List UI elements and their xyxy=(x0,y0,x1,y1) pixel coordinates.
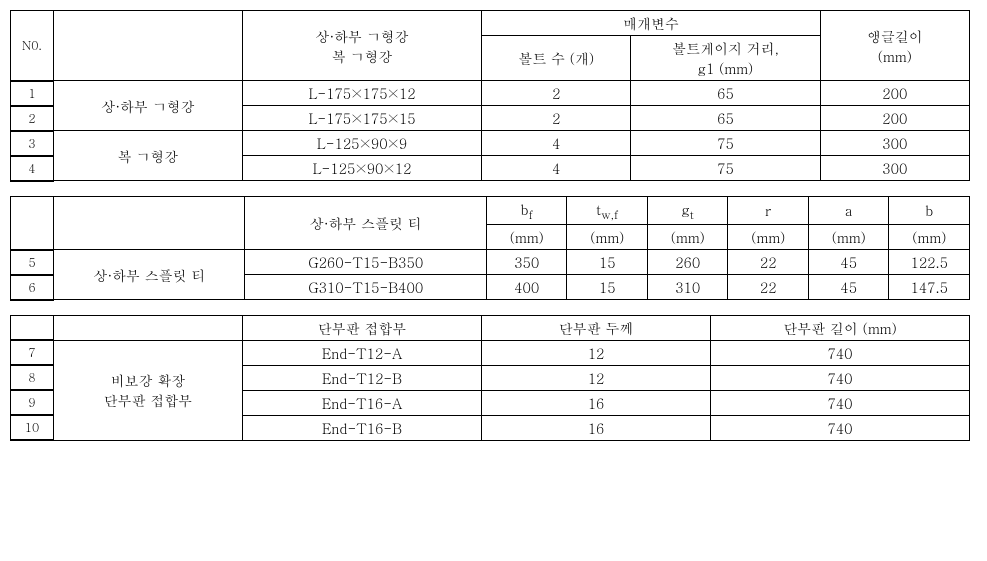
row-no: 5 xyxy=(11,250,54,275)
cell-len: 200 xyxy=(820,106,969,131)
table-split-tee: 상·하부 스플릿 티 bf tw,f gt r a b (mm) (mm) (m… xyxy=(10,196,970,301)
cell-b: 122.5 xyxy=(889,250,970,275)
cell-spec: G310-T15-B400 xyxy=(245,275,487,300)
cell-gt: 310 xyxy=(647,275,728,300)
cell-bolt: 4 xyxy=(482,156,631,181)
header-thick: 단부판 두께 xyxy=(482,315,711,340)
cell-len: 300 xyxy=(820,131,969,156)
unit-mm: (mm) xyxy=(486,225,567,250)
cell-r: 22 xyxy=(728,275,809,300)
cell-thick: 12 xyxy=(482,340,711,365)
label-twf: tw,f xyxy=(596,199,618,219)
header-a: a xyxy=(808,196,889,225)
cell-spec: End-T16-A xyxy=(243,390,482,415)
header-no-blank xyxy=(11,196,54,250)
cell-bolt: 2 xyxy=(482,81,631,106)
cell-spec: End-T12-A xyxy=(243,340,482,365)
row-no: 2 xyxy=(11,106,54,131)
row-group: 비보강 확장 단부판 접합부 xyxy=(53,340,242,440)
header-twf: tw,f xyxy=(567,196,648,225)
header-spec: 상·하부 ㄱ형강 복 ㄱ형강 xyxy=(242,11,481,81)
cell-gauge: 75 xyxy=(631,131,820,156)
row-group-2: 복 ㄱ형강 xyxy=(53,131,242,181)
label-gt: gt xyxy=(682,199,694,219)
row-no: 9 xyxy=(11,390,54,415)
cell-a: 45 xyxy=(808,250,889,275)
unit-mm: (mm) xyxy=(728,225,809,250)
header-param-group: 매개변수 xyxy=(482,11,820,36)
cell-gauge: 75 xyxy=(631,156,820,181)
cell-thick: 16 xyxy=(482,415,711,440)
row-no: 4 xyxy=(11,156,54,181)
cell-spec: G260-T15-B350 xyxy=(245,250,487,275)
cell-len: 200 xyxy=(820,81,969,106)
cell-gauge: 65 xyxy=(631,81,820,106)
row-group: 상·하부 스플릿 티 xyxy=(54,250,245,300)
cell-len: 740 xyxy=(711,365,970,390)
row-no: 6 xyxy=(11,275,54,300)
cell-b: 147.5 xyxy=(889,275,970,300)
header-bf: bf xyxy=(486,196,567,225)
header-len: 단부판 길이 (mm) xyxy=(711,315,970,340)
cell-gauge: 65 xyxy=(631,106,820,131)
header-blank xyxy=(54,196,245,250)
unit-mm: (mm) xyxy=(647,225,728,250)
header-b: b xyxy=(889,196,970,225)
row-no: 7 xyxy=(11,340,54,365)
unit-mm: (mm) xyxy=(808,225,889,250)
table-angle-steel: N0. 상·하부 ㄱ형강 복 ㄱ형강 매개변수 앵글길이 (mm) 볼트 수 (… xyxy=(10,10,970,182)
cell-bf: 400 xyxy=(486,275,567,300)
header-spec: 상·하부 스플릿 티 xyxy=(245,196,487,250)
cell-spec: L-125×90×9 xyxy=(242,131,481,156)
row-no: 10 xyxy=(11,415,54,440)
cell-spec: End-T12-B xyxy=(243,365,482,390)
cell-spec: L-175×175×12 xyxy=(242,81,481,106)
cell-spec: L-125×90×12 xyxy=(242,156,481,181)
header-blank xyxy=(53,11,242,81)
header-no: N0. xyxy=(11,11,54,81)
header-r: r xyxy=(728,196,809,225)
cell-r: 22 xyxy=(728,250,809,275)
row-group-1: 상·하부 ㄱ형강 xyxy=(53,81,242,131)
row-no: 3 xyxy=(11,131,54,156)
cell-thick: 16 xyxy=(482,390,711,415)
cell-spec: L-175×175×15 xyxy=(242,106,481,131)
unit-mm: (mm) xyxy=(567,225,648,250)
table-end-plate: 단부판 접합부 단부판 두께 단부판 길이 (mm) 7 비보강 확장 단부판 … xyxy=(10,315,970,442)
header-bolt-gauge: 볼트게이지 거리, g1 (mm) xyxy=(631,36,820,81)
unit-mm: (mm) xyxy=(889,225,970,250)
cell-len: 740 xyxy=(711,415,970,440)
cell-bf: 350 xyxy=(486,250,567,275)
header-angle-len: 앵글길이 (mm) xyxy=(820,11,969,81)
cell-twf: 15 xyxy=(567,275,648,300)
header-no-blank xyxy=(11,315,54,340)
header-bolt-count: 볼트 수 (개) xyxy=(482,36,631,81)
cell-thick: 12 xyxy=(482,365,711,390)
header-blank xyxy=(53,315,242,340)
cell-len: 740 xyxy=(711,340,970,365)
row-no: 8 xyxy=(11,365,54,390)
label-bf: bf xyxy=(521,199,533,219)
cell-spec: End-T16-B xyxy=(243,415,482,440)
cell-bolt: 2 xyxy=(482,106,631,131)
header-gt: gt xyxy=(647,196,728,225)
cell-twf: 15 xyxy=(567,250,648,275)
cell-a: 45 xyxy=(808,275,889,300)
cell-gt: 260 xyxy=(647,250,728,275)
row-no: 1 xyxy=(11,81,54,106)
header-spec: 단부판 접합부 xyxy=(243,315,482,340)
cell-len: 740 xyxy=(711,390,970,415)
cell-len: 300 xyxy=(820,156,969,181)
cell-bolt: 4 xyxy=(482,131,631,156)
